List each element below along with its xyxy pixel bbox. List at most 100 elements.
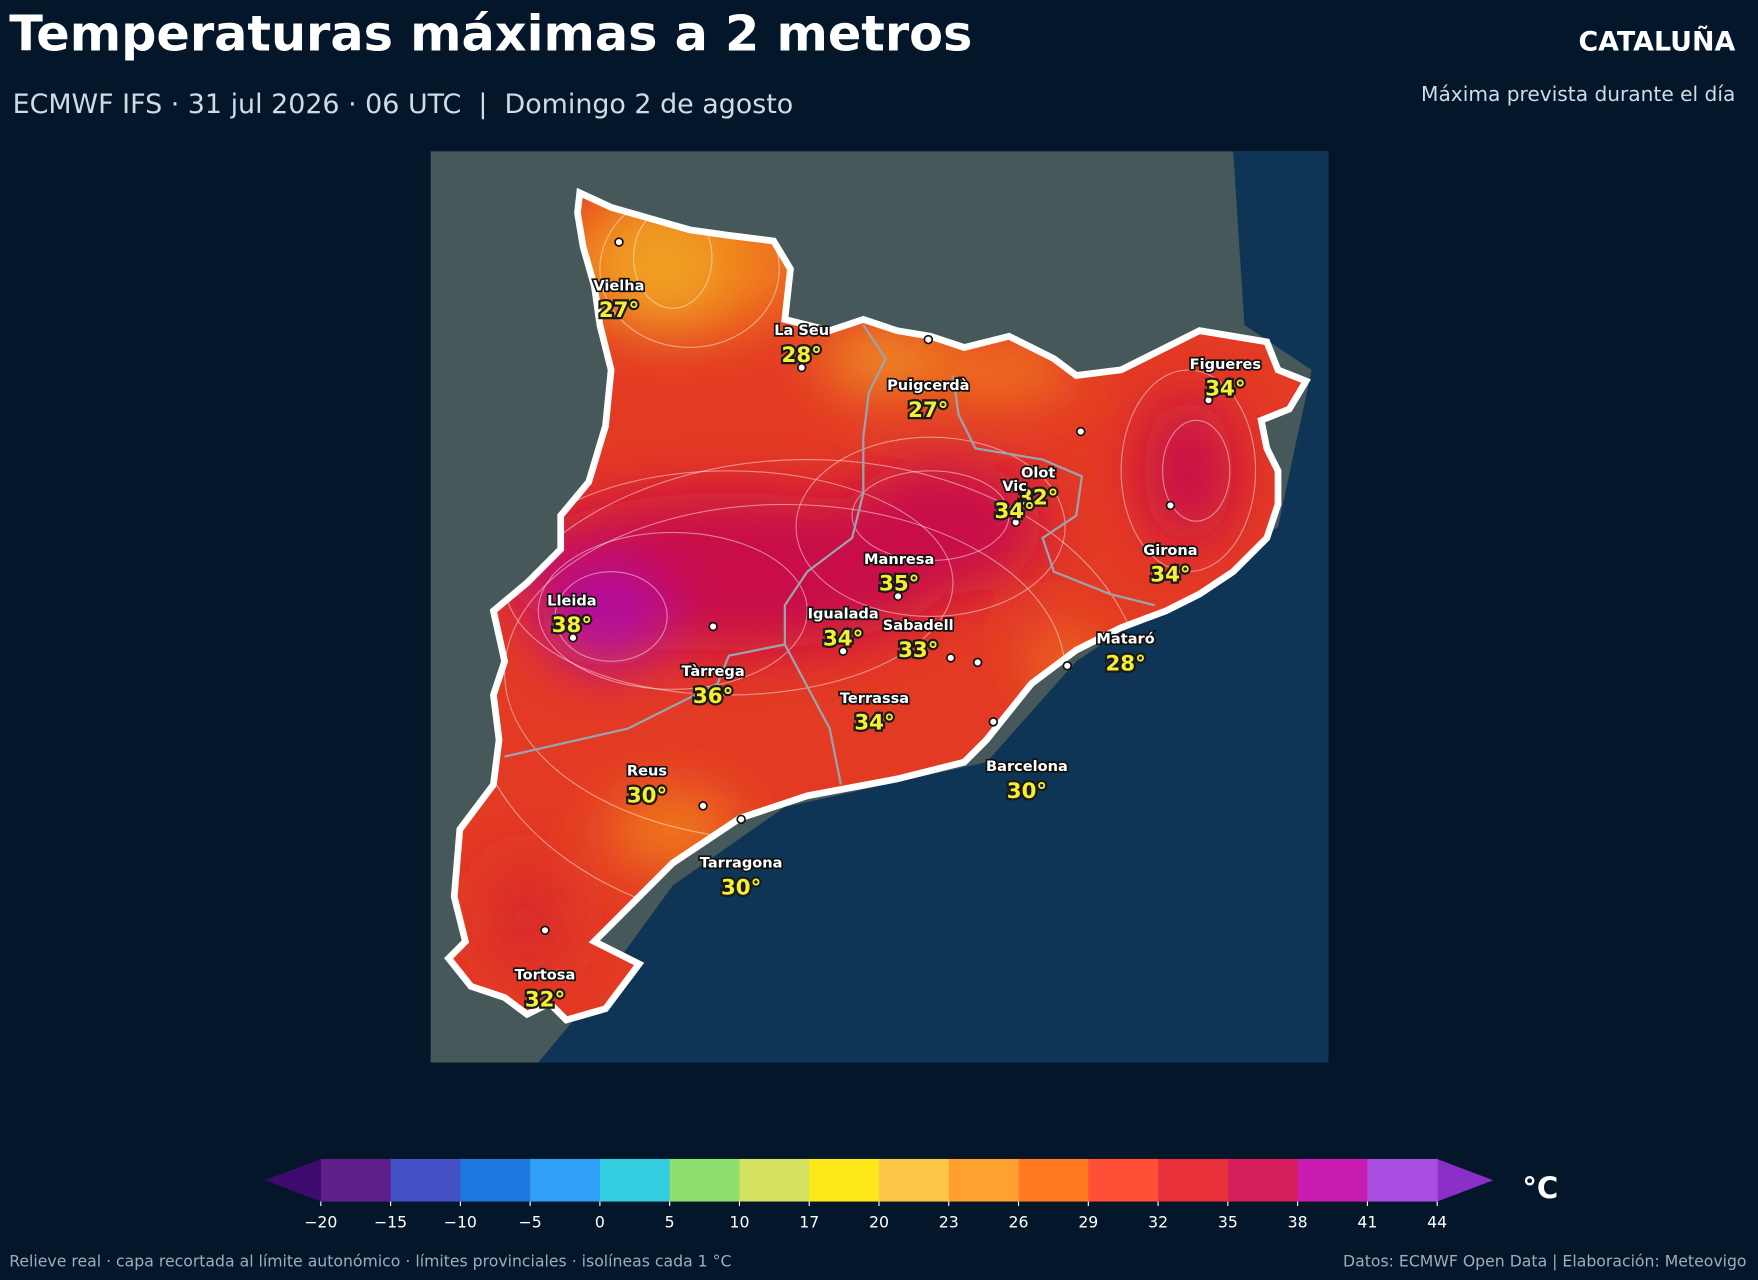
city-name: Tortosa bbox=[515, 967, 576, 984]
city-temp: 27° bbox=[599, 298, 639, 323]
province-borders bbox=[504, 324, 1155, 785]
city-temp: 34° bbox=[1205, 377, 1245, 402]
colorbar-tick-label: 44 bbox=[1427, 1212, 1447, 1231]
colorbar-tick-label: 41 bbox=[1357, 1212, 1377, 1231]
colorbar-tick-label: 35 bbox=[1218, 1212, 1238, 1231]
colorbar-segment bbox=[390, 1158, 461, 1202]
city-dot bbox=[1075, 426, 1086, 437]
city-temp: 34° bbox=[854, 711, 894, 736]
colorbar-segment bbox=[1227, 1158, 1299, 1202]
colorbar-segment bbox=[530, 1158, 601, 1202]
footer-right: Datos: ECMWF Open Data | Elaboración: Me… bbox=[1343, 1252, 1747, 1271]
city-name: La Seu bbox=[774, 322, 829, 339]
city-dot bbox=[540, 925, 550, 936]
city-name: Girona bbox=[1143, 542, 1197, 559]
city-dot bbox=[893, 591, 903, 602]
city-dot bbox=[988, 717, 999, 727]
colorbar-tick-label: 29 bbox=[1078, 1212, 1098, 1231]
colorbar-segment bbox=[599, 1158, 671, 1202]
city-temp: 35° bbox=[879, 572, 919, 597]
title: Temperaturas máximas a 2 metros bbox=[9, 4, 972, 62]
colorbar-segment bbox=[460, 1158, 531, 1202]
city-temp: 30° bbox=[627, 784, 667, 809]
colorbar-extend-high bbox=[1437, 1158, 1494, 1202]
colorbar-tick-label: −20 bbox=[304, 1212, 337, 1231]
colorbar-segment bbox=[1367, 1158, 1438, 1202]
subtitle: ECMWF IFS · 31 jul 2026 · 06 UTC | Domin… bbox=[13, 89, 794, 120]
city-dot bbox=[1010, 517, 1021, 528]
city-name: Vic bbox=[1002, 478, 1027, 495]
city-dot bbox=[708, 621, 718, 632]
city-dot bbox=[838, 646, 848, 656]
colorbar-tick-label: −15 bbox=[374, 1212, 407, 1231]
region: CATALUÑA bbox=[1578, 25, 1735, 57]
city-dot bbox=[923, 334, 934, 345]
city-temp: 34° bbox=[1150, 563, 1190, 588]
city-temp: 33° bbox=[898, 638, 938, 663]
colorbar-tick-label: 26 bbox=[1009, 1212, 1029, 1231]
colorbar-segment bbox=[948, 1158, 1020, 1202]
city-name: Mataró bbox=[1096, 630, 1154, 647]
colorbar-segment bbox=[320, 1158, 392, 1202]
colorbar-tick-label: 20 bbox=[869, 1212, 889, 1231]
city-temp: 32° bbox=[525, 988, 565, 1013]
note: Máxima prevista durante el día bbox=[1421, 82, 1735, 106]
city-temp: 38° bbox=[552, 613, 592, 638]
colorbar-segment bbox=[1158, 1158, 1229, 1202]
city-temp: 34° bbox=[823, 627, 863, 652]
city-temp: 27° bbox=[908, 398, 948, 423]
city-temp: 32° bbox=[1018, 485, 1058, 510]
city-dot bbox=[1165, 500, 1176, 511]
colorbar-tick-label: 38 bbox=[1288, 1212, 1308, 1231]
footer-left: Relieve real · capa recortada al límite … bbox=[9, 1252, 731, 1271]
city-name: Barcelona bbox=[986, 758, 1068, 775]
city-name: Tàrrega bbox=[682, 663, 745, 680]
colorbar-tick-label: −10 bbox=[444, 1212, 477, 1231]
colorbar-tick-label: 23 bbox=[939, 1212, 959, 1231]
city-dot bbox=[945, 653, 956, 663]
city-dot bbox=[614, 237, 624, 247]
city-temp: 30° bbox=[721, 875, 761, 900]
city-dot bbox=[796, 362, 807, 373]
colorbar-extend-low bbox=[264, 1158, 321, 1202]
colorbar-tick-label: −5 bbox=[519, 1212, 542, 1231]
city-temp: 34° bbox=[994, 499, 1034, 524]
colorbar-tick-label: 10 bbox=[729, 1212, 749, 1231]
colorbar-tick-label: 0 bbox=[595, 1212, 605, 1231]
city-name: Terrassa bbox=[840, 690, 909, 707]
city-temp: 36° bbox=[693, 684, 733, 709]
colorbar: −20 −15 −10 −5 0 5 10 17 20 23 26 29 32 35 38 41 44 bbox=[264, 1158, 1494, 1231]
city-temp: 30° bbox=[1007, 779, 1047, 804]
city-name: Lleida bbox=[547, 592, 596, 609]
colorbar-tick-label: 17 bbox=[799, 1212, 819, 1231]
map: Vielha 27° La Seu 28° Puigcerdà 27° Figueres 34… bbox=[430, 151, 1329, 1063]
city-name: Tarragona bbox=[700, 855, 783, 872]
city-dot bbox=[736, 814, 746, 825]
colorbar-tick-label: 32 bbox=[1148, 1212, 1168, 1231]
colorbar-segment bbox=[1297, 1158, 1368, 1202]
city-name: Reus bbox=[627, 763, 667, 780]
city-dot bbox=[568, 632, 578, 643]
city-dot bbox=[698, 801, 708, 811]
colorbar-segment bbox=[669, 1158, 741, 1202]
colorbar-segment bbox=[1018, 1158, 1089, 1202]
city-name: Sabadell bbox=[883, 617, 954, 634]
city-dot bbox=[972, 657, 983, 668]
colorbar-segment bbox=[739, 1158, 810, 1202]
colorbar-segment bbox=[809, 1158, 880, 1202]
city-temp: 28° bbox=[1105, 651, 1145, 676]
city-name: Puigcerdà bbox=[887, 377, 969, 394]
city-temp: 28° bbox=[782, 343, 822, 368]
colorbar-segment bbox=[879, 1158, 950, 1202]
colorbar-unit: °C bbox=[1522, 1171, 1558, 1205]
city-name: Figueres bbox=[1190, 356, 1261, 373]
city-name: Olot bbox=[1021, 464, 1055, 481]
city-name: Vielha bbox=[593, 277, 644, 294]
city-dot bbox=[1062, 661, 1073, 671]
city-dot bbox=[1203, 395, 1214, 405]
city-name: Igualada bbox=[808, 606, 879, 623]
sea bbox=[538, 151, 1329, 1063]
colorbar-segment bbox=[1088, 1158, 1159, 1202]
